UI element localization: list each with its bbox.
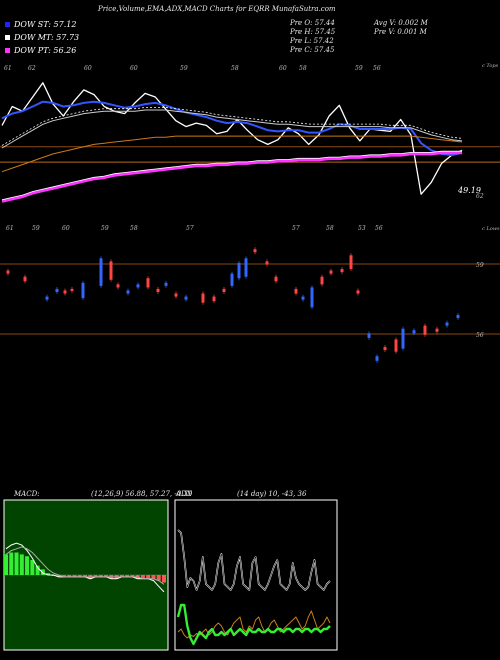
macd-histogram-bar	[151, 575, 156, 579]
low-tick-label: 60	[62, 225, 70, 232]
top-tick-label: 59	[180, 65, 188, 72]
stat-pre-low: Pre L: 57.42	[290, 37, 334, 45]
macd-histogram-bar	[46, 573, 51, 575]
macd-histogram-bar	[19, 554, 24, 575]
low-tick-label: 58	[130, 225, 138, 232]
adx-label: ADX	[176, 490, 192, 498]
low-tick-label: 61	[6, 225, 14, 232]
adx-series-plus-di-core	[177, 529, 331, 591]
macd-histogram-bar	[61, 575, 66, 577]
macd-histogram-bar	[119, 575, 124, 577]
macd-histogram-bar	[35, 565, 40, 575]
stat-pre-high: Pre H: 57.45	[290, 28, 336, 36]
macd-label: MACD:	[14, 490, 40, 498]
low-tick-label: 59	[32, 225, 40, 232]
right-level-62: 62	[476, 193, 484, 200]
top-tick-label: 62	[28, 65, 36, 72]
legend-item-dow-pt: DOW PT: 56.26	[5, 46, 76, 55]
adx-series-adx	[176, 603, 331, 646]
macd-histogram-bar	[125, 575, 130, 577]
low-tick-label: 58	[326, 225, 334, 232]
macd-values: (12,26,9) 56.88, 57.27, -0.39	[91, 490, 193, 498]
adx-values: (14 day) 10, -43, 36	[237, 490, 307, 498]
low-tick-label: 57	[186, 225, 194, 232]
stat-avg-volume: Avg V: 0.002 M	[374, 19, 428, 27]
volume-level-label-0: 59	[476, 262, 484, 269]
macd-histogram-bar	[72, 575, 77, 577]
top-tick-label: 58	[299, 65, 307, 72]
top-tick-label: 61	[4, 65, 12, 72]
top-tick-label: 60	[130, 65, 138, 72]
macd-histogram-bar	[98, 575, 103, 577]
macd-histogram-bar	[77, 575, 82, 577]
macd-histogram-bar	[156, 575, 161, 581]
volume-level-label-1: 56	[476, 332, 484, 339]
price-series-ema_short	[1, 100, 463, 157]
macd-histogram-bar	[40, 569, 45, 575]
macd-series-signal	[5, 546, 165, 585]
legend-item-dow-st: DOW ST: 57.12	[5, 20, 76, 29]
macd-histogram-bar	[140, 575, 145, 579]
adx-series-minus_di	[177, 610, 331, 639]
top-tick-label: 56	[373, 65, 381, 72]
stat-pre-volume: Pre V: 0.001 M	[374, 28, 427, 36]
low-tick-label: 53	[358, 225, 366, 232]
macd-panel	[3, 499, 169, 651]
price-series-close	[1, 82, 463, 195]
macd-histogram-bar	[9, 552, 14, 575]
top-tick-label: 60	[84, 65, 92, 72]
price-series-ema_mid	[1, 109, 463, 149]
macd-histogram-bar	[146, 575, 151, 579]
low-tick-label: 59	[101, 225, 109, 232]
top-tick-label: 59	[355, 65, 363, 72]
price-series-ema-pt-highlight	[1, 150, 462, 201]
macd-histogram-bar	[130, 575, 135, 577]
legend-swatch-pt	[5, 48, 10, 53]
macd-histogram-bar	[4, 554, 8, 575]
stat-pre-close: Pre C: 57.45	[290, 46, 335, 54]
macd-histogram-bar	[14, 552, 19, 575]
legend-item-dow-mt: DOW MT: 57.73	[5, 33, 79, 42]
last-price-label: 49.19	[457, 186, 481, 195]
top-tick-label: 58	[231, 65, 239, 72]
volume-panel: 59 56	[0, 247, 500, 363]
macd-histogram-bar	[56, 575, 61, 577]
chart-title: Price,Volume,EMA,ADX,MACD Charts for EQR…	[98, 5, 336, 13]
price-series-ema_long	[1, 135, 463, 173]
adx-frame	[174, 499, 338, 651]
stat-pre-open: Pre O: 57.44	[290, 19, 335, 27]
adx-panel	[174, 499, 338, 651]
legend-label-mt: DOW MT: 57.73	[14, 33, 80, 42]
macd-histogram-bar	[104, 575, 109, 577]
legend-swatch-mt	[5, 35, 10, 40]
right-label-tops: c Tops	[482, 63, 499, 69]
low-tick-label: 56	[375, 225, 383, 232]
macd-histogram-bar	[25, 556, 30, 575]
macd-histogram-bar	[83, 575, 87, 577]
low-tick-label: 57	[292, 225, 300, 232]
macd-histogram-bar	[67, 575, 72, 577]
right-label-lows: c Lows	[482, 226, 500, 232]
macd-histogram-bar	[93, 575, 98, 577]
legend-label-st: DOW ST: 57.12	[14, 20, 77, 29]
price-panel: 49.19 c Tops c Lows 62 61 62 60 60 59 58 60 58 59 56 6…	[0, 63, 500, 232]
legend-swatch-st	[5, 22, 10, 27]
top-tick-label: 60	[279, 65, 287, 72]
price-series-ema-mid-band	[1, 107, 463, 146]
macd-histogram-bar	[30, 560, 35, 575]
price-series-ema_pt	[1, 151, 462, 203]
macd-histogram-bar	[162, 575, 166, 583]
legend-label-pt: DOW PT: 56.26	[14, 46, 77, 55]
